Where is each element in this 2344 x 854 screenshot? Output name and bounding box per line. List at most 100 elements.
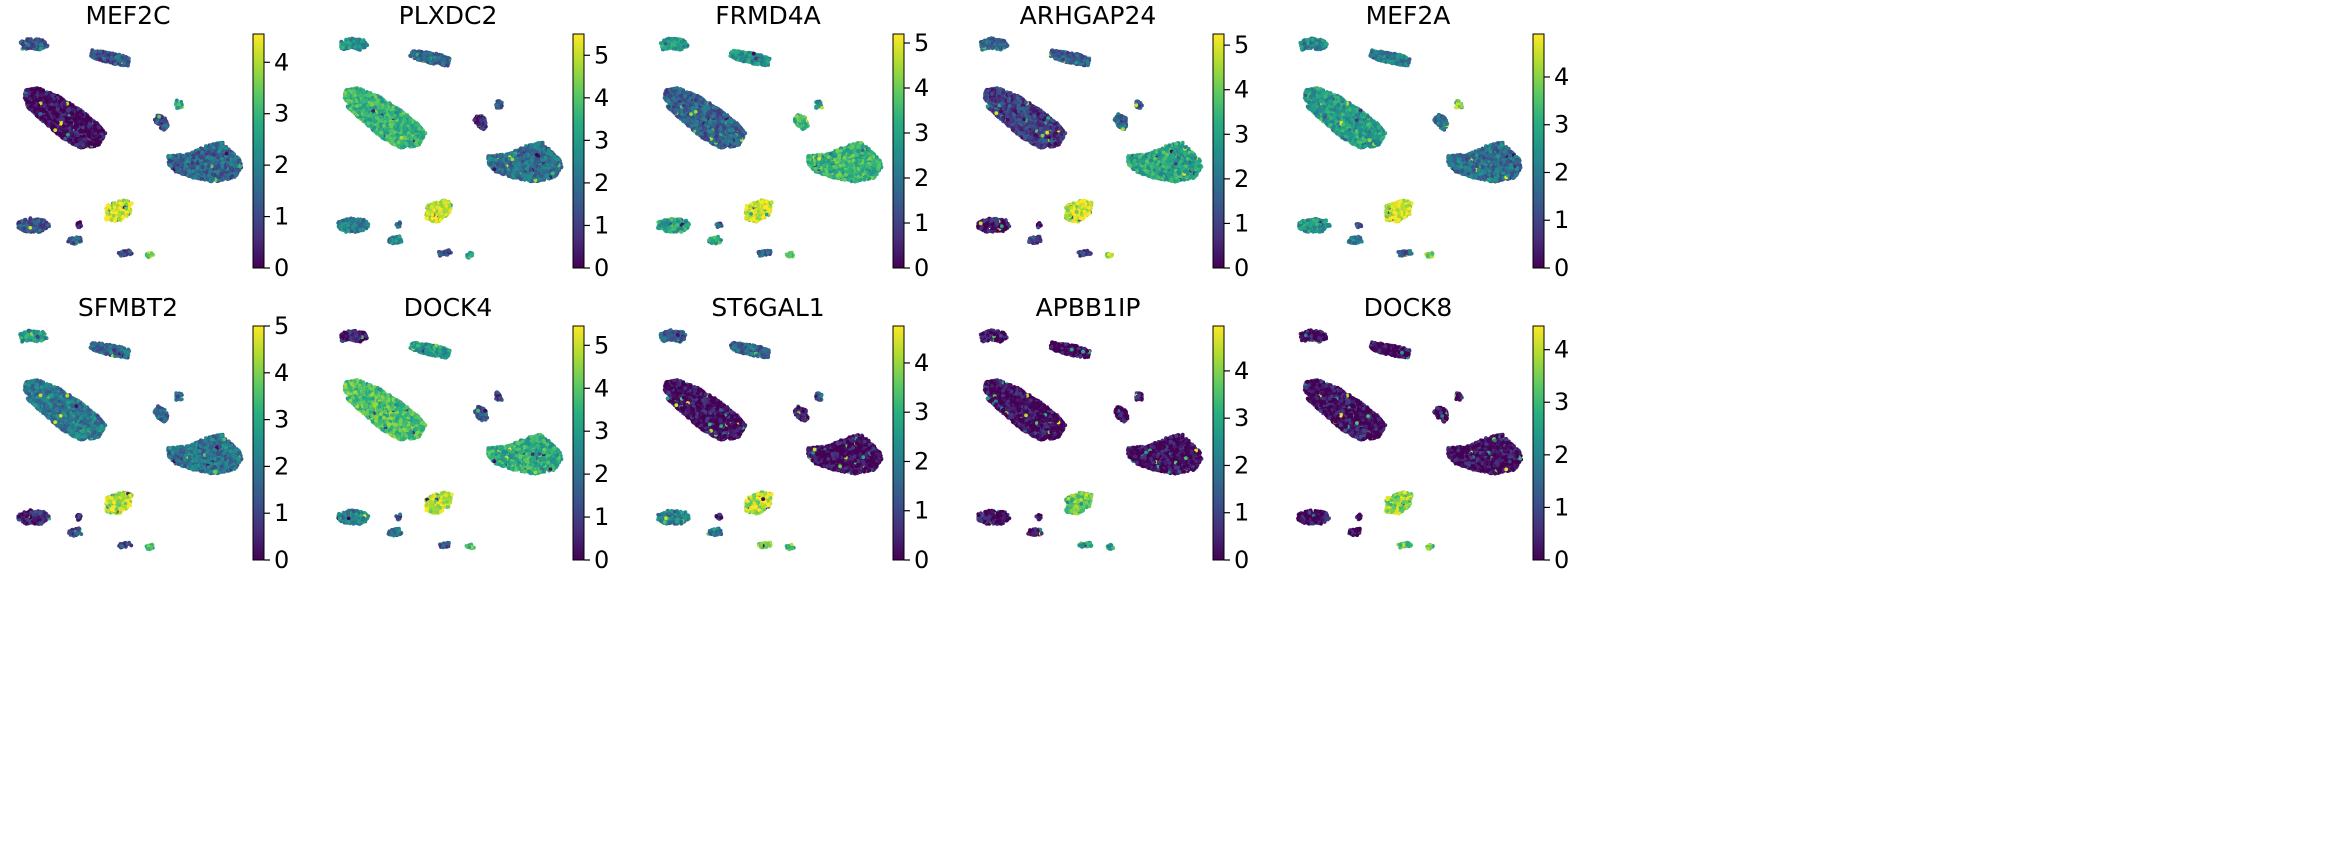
- scatter-point: [80, 113, 85, 117]
- scatter-point: [211, 172, 215, 177]
- scatter-point: [69, 120, 73, 125]
- scatter-point: [155, 118, 160, 123]
- scatter-point: [77, 115, 82, 120]
- scatter-point: [175, 106, 180, 110]
- scatter-point: [224, 151, 229, 156]
- scatter-point: [52, 96, 56, 101]
- scatter-point: [70, 141, 75, 146]
- panel-title: MEF2C: [85, 1, 170, 30]
- scatter-point: [75, 111, 80, 116]
- scatter-points: [16, 37, 244, 260]
- scatter-point: [71, 107, 75, 112]
- scatter-point: [205, 177, 210, 182]
- scatter-point: [43, 41, 47, 46]
- scatter-point: [216, 175, 221, 180]
- scatter-point: [47, 119, 52, 124]
- scatter-point: [181, 171, 186, 176]
- scatter-point: [63, 112, 67, 117]
- scatter-point: [38, 112, 43, 116]
- scatter-point: [88, 141, 92, 145]
- scatter-point: [162, 121, 167, 125]
- cluster-6: [16, 216, 51, 234]
- scatter-point: [79, 137, 84, 142]
- scatter-point: [206, 164, 211, 169]
- scatter-point: [32, 226, 36, 231]
- scatter-point: [109, 52, 114, 56]
- scatter-point: [230, 174, 234, 179]
- scatter-point: [211, 177, 215, 182]
- scatter-point: [23, 93, 28, 98]
- scatter-point: [238, 164, 243, 169]
- scatter-point: [53, 128, 58, 133]
- cluster-8: [75, 220, 84, 230]
- scatter-point: [39, 93, 43, 98]
- scatter-point: [81, 125, 85, 130]
- scatter-point: [27, 220, 31, 225]
- scatter-point: [41, 109, 46, 113]
- scatter-point: [207, 156, 212, 161]
- scatter-point: [176, 158, 181, 163]
- scatter-point: [47, 107, 52, 112]
- scatter-point: [185, 159, 190, 164]
- scatter-point: [113, 62, 118, 66]
- scatter-point: [191, 153, 196, 158]
- scatter-point: [44, 91, 48, 96]
- scatter-point: [57, 100, 62, 104]
- scatter-point: [61, 124, 66, 128]
- scatter-point: [68, 138, 73, 142]
- scatter-point: [39, 218, 44, 222]
- scatter-point: [71, 241, 76, 246]
- scatter-point: [87, 116, 92, 121]
- scatter-point: [65, 116, 69, 121]
- scatter-point: [22, 226, 27, 231]
- scatter-point: [191, 169, 196, 174]
- scatter-point: [95, 57, 99, 61]
- scatter-point: [32, 90, 37, 95]
- scatter-point: [223, 165, 228, 170]
- scatter-point: [62, 132, 66, 137]
- scatter-point: [200, 150, 205, 155]
- scatter-point: [74, 124, 79, 128]
- scatter-point: [99, 53, 103, 58]
- scatter-point: [210, 159, 215, 164]
- scatter-point: [224, 146, 229, 150]
- scatter-point: [21, 41, 25, 46]
- cluster-5: [166, 140, 244, 184]
- scatter-point: [33, 38, 38, 42]
- scatter-point: [87, 130, 92, 135]
- scatter-point: [166, 155, 171, 160]
- scatter-point: [57, 103, 62, 108]
- cluster-2: [22, 86, 108, 150]
- scatter-point: [24, 98, 29, 103]
- scatter-point: [200, 155, 205, 160]
- scatter-point: [51, 115, 56, 119]
- scatter-point: [54, 102, 58, 107]
- scatter-point: [196, 150, 201, 155]
- scatter-point: [216, 163, 221, 168]
- scatter-point: [25, 88, 29, 93]
- scatter-point: [211, 152, 216, 157]
- scatter-point: [81, 134, 86, 139]
- scatter-point: [93, 49, 97, 54]
- scatter-point: [48, 99, 52, 103]
- scatter-point: [62, 102, 67, 106]
- scatter-point: [187, 168, 191, 173]
- scatter-point: [26, 43, 31, 47]
- scatter-point: [16, 220, 21, 225]
- scatter-point: [225, 177, 230, 181]
- scatter-point: [60, 116, 65, 121]
- scatter-point: [234, 168, 239, 173]
- scatter-point: [78, 129, 83, 134]
- scatter-point: [55, 131, 60, 136]
- scatter-point: [177, 169, 181, 174]
- scatter-point: [221, 160, 225, 165]
- scatter-point: [63, 136, 67, 141]
- scatter-point: [98, 134, 102, 139]
- scatter-point: [38, 38, 43, 42]
- scatter-point: [33, 95, 37, 100]
- scatter-point: [157, 114, 162, 119]
- scatter-point: [57, 128, 61, 133]
- scatter-point: [197, 170, 202, 175]
- scatter-point: [221, 152, 226, 157]
- scatter-point: [52, 106, 57, 110]
